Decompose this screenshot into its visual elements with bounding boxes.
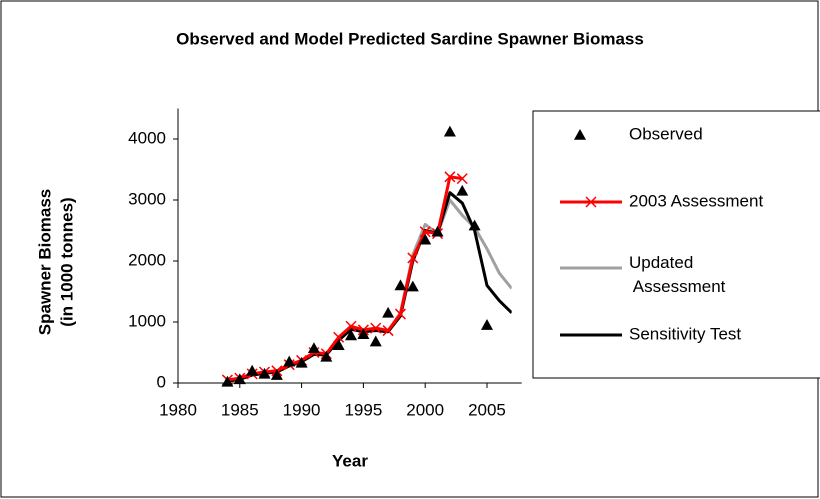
series-marker [444, 171, 456, 183]
x-tick-label: 1990 [283, 400, 321, 419]
observed-marker [357, 328, 370, 339]
observed-marker [419, 233, 432, 245]
observed-marker [295, 356, 308, 368]
chart-title: Observed and Model Predicted Sardine Spa… [176, 29, 644, 48]
observed-marker [270, 369, 283, 380]
observed-marker [369, 335, 382, 347]
observed-marker [320, 350, 333, 362]
observed-marker [406, 280, 419, 292]
observed-marker [332, 339, 345, 350]
y-tick-label: 3000 [128, 189, 166, 208]
observed-marker [345, 329, 358, 341]
observed-marker [480, 319, 493, 330]
series-marker [333, 331, 345, 343]
legend-label: Sensitivity Test [629, 324, 741, 343]
legend-marker [574, 129, 586, 140]
y-tick-label: 1000 [128, 311, 166, 330]
y-tick-label: 4000 [128, 128, 166, 147]
legend-label: Updated Assessment [629, 253, 726, 296]
series-marker [419, 226, 431, 238]
observed-marker [221, 375, 234, 387]
observed-marker [258, 367, 271, 379]
legend-label: 2003 Assessment [629, 191, 763, 210]
observed-marker [431, 225, 444, 237]
legend-marker [585, 196, 597, 208]
x-tick-label: 1985 [221, 400, 259, 419]
observed-marker [443, 125, 456, 137]
y-tick-label: 0 [157, 372, 166, 391]
series-marker [345, 320, 357, 332]
y-axis-label: (in 1000 tonnes) [57, 197, 76, 326]
y-tick-label: 2000 [128, 250, 166, 269]
series-marker [394, 308, 406, 320]
x-tick-label: 2000 [406, 400, 444, 419]
series-marker [382, 325, 394, 337]
x-tick-label: 1995 [344, 400, 382, 419]
legend-label: Observed [629, 124, 703, 143]
observed-marker [456, 184, 469, 196]
observed-marker [468, 219, 481, 231]
observed-marker [382, 306, 395, 318]
series-marker [407, 252, 419, 264]
series-marker [456, 173, 468, 185]
observed-marker [283, 355, 296, 367]
observed-marker [394, 279, 407, 291]
x-axis-label: Year [332, 451, 368, 470]
observed-marker [307, 342, 320, 354]
observed-marker [246, 364, 259, 376]
x-tick-label: 2005 [468, 400, 506, 419]
series-marker [370, 322, 382, 334]
observed-marker [233, 373, 246, 385]
x-tick-label: 1980 [159, 400, 197, 419]
y-axis-label: Spawner Biomass [35, 189, 54, 335]
